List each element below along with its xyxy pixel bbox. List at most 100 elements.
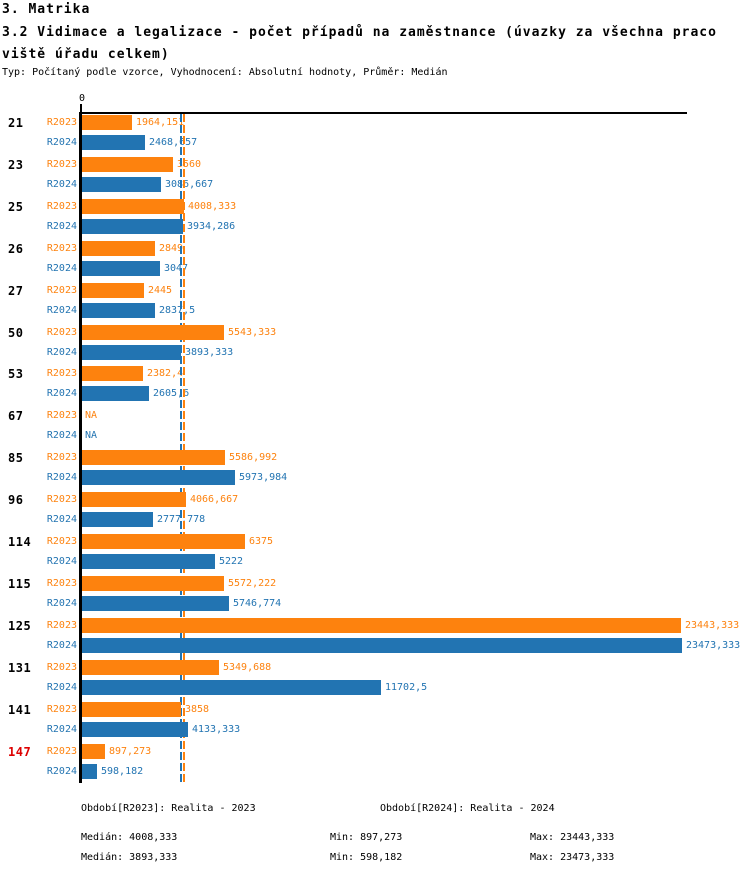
x-axis-zero-label: 0 [78,93,86,104]
category-label: 114 [8,535,32,549]
bar-r2024 [82,261,160,276]
value-label-r2024: 5222 [219,556,244,567]
chart-title-line2: viště úřadu celkem) [2,47,170,62]
category-label: 23 [8,158,24,172]
series-label-r2024: R2024 [46,514,77,525]
series-label-r2023: R2023 [46,201,77,212]
bar-r2024 [82,345,181,360]
bar-r2023 [82,199,184,214]
category-label: 27 [8,284,24,298]
section-title: 3. Matrika [2,2,91,17]
value-label-r2024: 3086,667 [165,179,214,190]
series-label-r2023: R2023 [46,285,77,296]
bar-r2024 [82,512,153,527]
series-label-r2024: R2024 [46,221,77,232]
value-label-r2024: 11702,5 [385,682,428,693]
value-label-r2023: 2445 [148,285,173,296]
value-label-r2023: 4066,667 [190,494,239,505]
stat-min-r2024: Min: 598,182 [330,852,403,863]
bar-r2024 [82,596,229,611]
series-label-r2024: R2024 [46,263,77,274]
bar-r2024 [82,680,381,695]
value-label-r2024: 5973,984 [239,472,288,483]
value-label-r2024: NA [85,430,98,441]
category-label: 25 [8,200,24,214]
value-label-r2023: NA [85,410,98,421]
value-label-r2023: 2849 [159,243,184,254]
series-label-r2023: R2023 [46,452,77,463]
chart-title-line1: 3.2 Vidimace a legalizace - počet případ… [2,25,717,40]
chart-meta: Typ: Počítaný podle vzorce, Vyhodnocení:… [2,67,448,78]
value-label-r2024: 2468,657 [149,137,198,148]
bar-r2023 [82,618,681,633]
median-line-r2023 [183,114,185,783]
category-label: 141 [8,703,32,717]
bar-r2023 [82,492,186,507]
bar-r2024 [82,470,235,485]
y-axis-line [79,112,82,783]
category-label: 21 [8,116,24,130]
bar-r2023 [82,744,105,759]
value-label-r2023: 5572,222 [228,578,277,589]
series-label-r2023: R2023 [46,494,77,505]
value-label-r2024: 4133,333 [192,724,241,735]
bar-r2023 [82,366,143,381]
series-label-r2024: R2024 [46,682,77,693]
category-label: 125 [8,619,32,633]
bar-r2023 [82,241,155,256]
bar-r2023 [82,450,225,465]
value-label-r2024: 3047 [164,263,189,274]
value-label-r2024: 23473,333 [686,640,741,651]
series-label-r2024: R2024 [46,766,77,777]
value-label-r2024: 2837,5 [159,305,196,316]
category-label: 85 [8,451,24,465]
bar-r2024 [82,219,183,234]
value-label-r2023: 897,273 [109,746,152,757]
series-label-r2024: R2024 [46,388,77,399]
series-label-r2023: R2023 [46,327,77,338]
value-label-r2023: 4008,333 [188,201,237,212]
series-label-r2023: R2023 [46,620,77,631]
bar-r2023 [82,115,132,130]
value-label-r2023: 5586,992 [229,452,278,463]
bar-r2023 [82,702,181,717]
median-line-r2024 [180,114,182,783]
category-label: 26 [8,242,24,256]
bar-r2024 [82,386,149,401]
series-label-r2023: R2023 [46,578,77,589]
bar-r2024 [82,135,145,150]
series-label-r2023: R2023 [46,662,77,673]
series-label-r2024: R2024 [46,724,77,735]
series-label-r2023: R2023 [46,117,77,128]
value-label-r2024: 2605,6 [153,388,190,399]
series-label-r2024: R2024 [46,137,77,148]
bar-r2023 [82,325,224,340]
bar-r2023 [82,660,219,675]
bar-r2024 [82,638,682,653]
bar-r2023 [82,157,173,172]
x-axis-line [79,112,687,114]
series-label-r2024: R2024 [46,472,77,483]
bar-r2023 [82,576,224,591]
value-label-r2024: 3893,333 [185,347,234,358]
series-label-r2024: R2024 [46,640,77,651]
series-label-r2023: R2023 [46,746,77,757]
value-label-r2023: 3560 [177,159,202,170]
x-axis-zero-tick [80,104,82,113]
bar-r2024 [82,554,215,569]
stat-max-r2024: Max: 23473,333 [530,852,615,863]
bar-r2024 [82,722,188,737]
series-label-r2024: R2024 [46,347,77,358]
category-label: 50 [8,326,24,340]
value-label-r2023: 23443,333 [685,620,740,631]
legend-r2024: Období[R2024]: Realita - 2024 [380,803,555,814]
series-label-r2023: R2023 [46,536,77,547]
value-label-r2023: 5349,688 [223,662,272,673]
stat-median-r2024: Medián: 3893,333 [81,852,178,863]
series-label-r2023: R2023 [46,159,77,170]
series-label-r2023: R2023 [46,243,77,254]
bar-r2024 [82,177,161,192]
category-label: 131 [8,661,32,675]
category-label: 147 [8,745,32,759]
series-label-r2024: R2024 [46,556,77,567]
